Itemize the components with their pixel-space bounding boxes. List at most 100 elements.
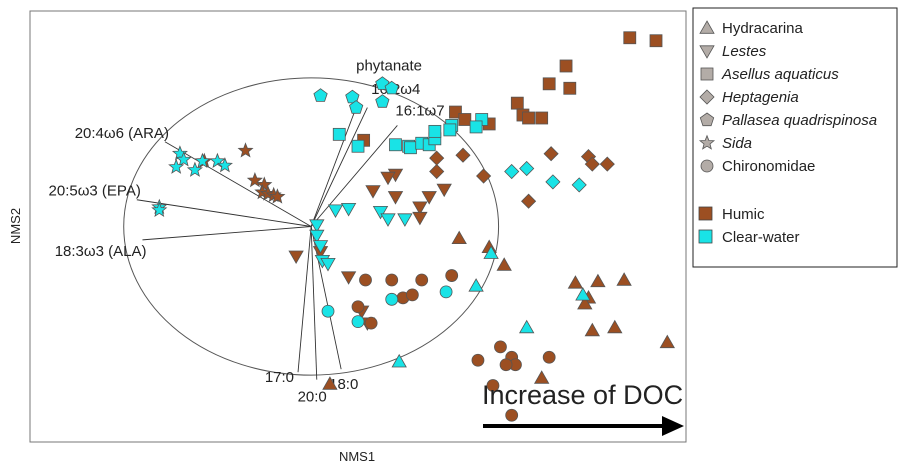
point-hydracarina-humic: [322, 376, 338, 390]
point-sida-humic: [246, 171, 263, 188]
legend-marker-asellus-aquaticus: [700, 67, 714, 81]
point-lestes-clear-water: [340, 202, 357, 217]
point-chironomidae-humic: [471, 353, 485, 367]
vector-20-0: [310, 226, 318, 380]
point-chironomidae-humic: [415, 273, 429, 287]
vector-18-3-3-ala: [142, 226, 312, 241]
point-asellus-aquaticus-clear-water: [351, 139, 365, 153]
point-hydracarina-humic: [590, 273, 606, 288]
plot-frame: [29, 10, 687, 443]
vector-label-16-1-7: 16:1ω7: [395, 102, 444, 119]
legend-marker-pallasea-quadrispinosa: [699, 112, 715, 127]
legend-marker-sida: [698, 134, 716, 150]
vector-16-1-7: [310, 125, 398, 227]
legend-label-heptagenia: Heptagenia: [722, 89, 799, 106]
point-lestes-clear-water: [380, 213, 396, 227]
y-axis-label: NMS2: [8, 208, 23, 244]
point-sida-clear-water: [194, 152, 211, 168]
point-chironomidae-humic: [351, 300, 365, 314]
point-hydracarina-humic: [451, 230, 467, 245]
point-heptagenia-humic: [429, 163, 445, 180]
point-lestes-clear-water: [397, 213, 413, 227]
point-lestes-humic: [380, 171, 396, 186]
point-lestes-humic: [340, 271, 357, 285]
point-asellus-aquaticus-humic: [559, 59, 573, 73]
point-asellus-aquaticus-humic: [522, 111, 535, 125]
point-asellus-aquaticus-humic: [563, 81, 577, 95]
point-sida-humic: [237, 142, 254, 158]
point-heptagenia-humic: [429, 150, 445, 166]
point-chironomidae-humic: [364, 316, 378, 330]
point-heptagenia-humic: [543, 146, 559, 162]
point-asellus-aquaticus-humic: [542, 77, 556, 91]
point-chironomidae-humic: [405, 288, 419, 302]
point-asellus-aquaticus-humic: [535, 111, 549, 125]
point-sida-clear-water: [151, 201, 168, 217]
legend-label-asellus-aquaticus: Asellus aquaticus: [721, 66, 839, 83]
point-chironomidae-clear-water: [385, 292, 399, 306]
point-chironomidae-humic: [499, 358, 513, 372]
point-lestes-clear-water: [309, 219, 325, 233]
correlation-circle: [123, 77, 500, 376]
point-asellus-aquaticus-humic: [649, 34, 663, 48]
point-sida-humic: [256, 176, 273, 192]
vector-label-17-0: 17:0: [265, 369, 294, 386]
legend-marker-heptagenia: [699, 89, 715, 105]
point-chironomidae-clear-water: [321, 304, 335, 318]
point-chironomidae-humic: [445, 269, 459, 282]
point-asellus-aquaticus-clear-water: [332, 127, 346, 141]
point-heptagenia-humic: [476, 168, 492, 184]
point-chironomidae-humic: [494, 340, 507, 354]
point-sida-clear-water: [168, 158, 185, 174]
point-lestes-humic: [436, 183, 452, 198]
doc-annotation: Increase of DOC: [482, 380, 683, 410]
legend-box: [692, 7, 898, 268]
vector-label-20-4-6-ara: 20:4ω6 (ARA): [75, 125, 169, 142]
point-pallasea-quadrispinosa-clear-water: [313, 88, 328, 102]
point-heptagenia-clear-water: [519, 160, 535, 177]
vector-17-0: [297, 226, 312, 373]
legend-label-sida: Sida: [722, 135, 752, 152]
legend: Hydracarina Lestes Asellus aquaticus Heptag…: [698, 20, 877, 246]
vector-20-5-3-epa: [136, 199, 312, 227]
point-hydracarina-humic: [567, 275, 584, 289]
point-pallasea-quadrispinosa-clear-water: [384, 80, 399, 95]
point-chironomidae-humic: [385, 273, 399, 287]
point-lestes-humic: [288, 250, 304, 265]
vector-phytanate: [310, 107, 357, 227]
point-heptagenia-clear-water: [571, 177, 587, 193]
vector-label-20-0: 20:0: [298, 389, 327, 406]
point-lestes-humic: [412, 211, 428, 226]
point-hydracarina-clear-water: [519, 319, 535, 334]
point-hydracarina-clear-water: [483, 245, 499, 259]
point-lestes-clear-water: [320, 257, 336, 272]
point-lestes-humic: [387, 191, 404, 205]
point-lestes-humic: [421, 191, 437, 205]
point-heptagenia-humic: [584, 156, 600, 172]
point-asellus-aquaticus-humic: [458, 113, 472, 126]
point-chironomidae-humic: [542, 350, 556, 364]
point-chironomidae-humic: [486, 379, 500, 392]
point-heptagenia-clear-water: [504, 163, 520, 180]
point-pallasea-quadrispinosa-clear-water: [375, 94, 390, 108]
point-chironomidae-clear-water: [439, 285, 453, 299]
vector-label-phytanate: phytanate: [356, 57, 422, 74]
legend-label-pallasea-quadrispinosa: Pallasea quadrispinosa: [722, 112, 877, 129]
point-pallasea-quadrispinosa-clear-water: [349, 100, 364, 114]
point-asellus-aquaticus-clear-water: [389, 138, 402, 152]
point-hydracarina-humic: [534, 370, 550, 384]
point-asellus-aquaticus-clear-water: [428, 124, 442, 138]
point-asellus-aquaticus-clear-water: [404, 141, 417, 155]
vector-label-18-3-3-ala: 18:3ω3 (ALA): [55, 243, 147, 260]
point-lestes-humic: [412, 201, 428, 216]
point-sida-humic: [269, 188, 286, 204]
point-sida-clear-water: [186, 161, 203, 177]
point-hydracarina-clear-water: [575, 287, 591, 301]
point-chironomidae-humic: [359, 273, 372, 287]
point-hydracarina-humic: [577, 295, 593, 310]
point-sida-clear-water: [216, 157, 233, 173]
point-chironomidae-humic: [505, 408, 519, 422]
vector-label-20-5-3-epa: 20:5ω3 (EPA): [49, 183, 141, 200]
legend-label-humic: Humic: [722, 206, 765, 223]
